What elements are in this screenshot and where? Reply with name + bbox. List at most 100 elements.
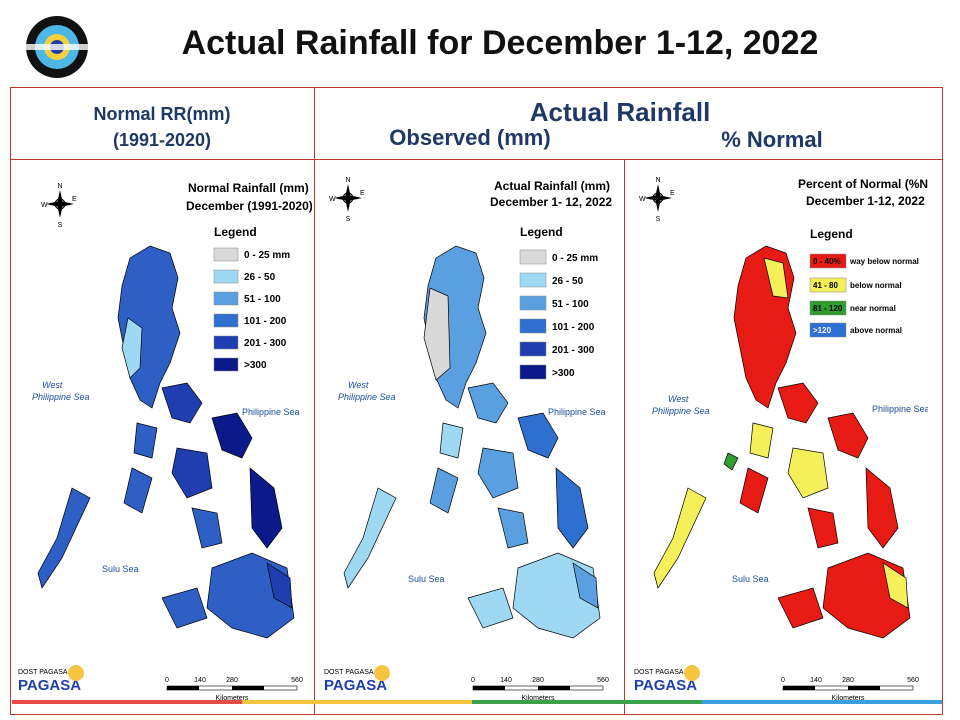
svg-text:Kilometers: Kilometers [831, 695, 865, 702]
svg-text:DOST PAGASA: DOST PAGASA [324, 669, 374, 676]
svg-text:101 - 200: 101 - 200 [244, 316, 287, 327]
svg-text:51 - 100: 51 - 100 [552, 299, 589, 310]
svg-text:560: 560 [597, 677, 609, 684]
svg-text:S: S [346, 216, 351, 223]
philippine-sea-label: Philippine Sea [242, 407, 300, 417]
svg-text:W: W [639, 196, 646, 203]
svg-text:0 - 25 mm: 0 - 25 mm [244, 250, 290, 261]
scale-bar: 0 140 280 560 Kilometers [471, 677, 609, 702]
map-title-2: December 1- 12, 2022 [490, 195, 612, 209]
svg-text:E: E [670, 190, 675, 197]
svg-text:81 - 120: 81 - 120 [813, 304, 843, 313]
svg-text:51 - 100: 51 - 100 [244, 294, 281, 305]
svg-text:140: 140 [500, 677, 512, 684]
svg-text:Philippine Sea: Philippine Sea [872, 404, 928, 414]
svg-text:DOST PAGASA: DOST PAGASA [634, 669, 684, 676]
svg-text:560: 560 [291, 677, 303, 684]
scale-bar: 0 140 280 560 Kilometers [165, 677, 303, 702]
svg-text:201 - 300: 201 - 300 [552, 345, 595, 356]
compass-icon: N S E W [41, 183, 77, 229]
compass-icon: N S E W [329, 177, 365, 223]
svg-text:West: West [348, 380, 369, 390]
map-panel-normal: N S E W Normal Rainfall (mm) December (1… [12, 168, 312, 708]
svg-text:26 - 50: 26 - 50 [552, 276, 584, 287]
svg-text:280: 280 [532, 677, 544, 684]
svg-text:Kilometers: Kilometers [521, 695, 555, 702]
pagasa-logo [24, 14, 90, 80]
pagasa-wordmark: DOST PAGASA PAGASA [634, 665, 700, 694]
compass-w: W [41, 202, 48, 209]
map-title-1: Normal Rainfall (mm) [188, 181, 309, 195]
header-normal-line1: Normal RR(mm) [93, 104, 231, 124]
svg-text:way below normal: way below normal [849, 257, 919, 266]
svg-text:E: E [360, 190, 365, 197]
legend-items: 0 - 25 mm 26 - 50 51 - 100 101 - 200 201… [213, 247, 290, 372]
legend-title: Legend [520, 225, 563, 239]
legend-items: 0 - 40% way below normal 41 - 80 below n… [809, 253, 919, 338]
svg-text:DOST PAGASA: DOST PAGASA [18, 669, 68, 676]
map-title-1: Percent of Normal (%N) [798, 177, 928, 191]
svg-text:Sulu Sea: Sulu Sea [732, 574, 769, 584]
svg-text:140: 140 [810, 677, 822, 684]
west-sea-label-1: West [42, 380, 63, 390]
svg-text:0 - 25 mm: 0 - 25 mm [552, 253, 598, 264]
svg-text:West: West [668, 394, 689, 404]
svg-text:W: W [329, 196, 336, 203]
compass-e: E [72, 196, 77, 203]
svg-text:>120: >120 [813, 326, 832, 335]
svg-text:PAGASA: PAGASA [18, 677, 81, 694]
content-frame [10, 87, 943, 715]
map-title-1: Actual Rainfall (mm) [494, 179, 610, 193]
svg-text:PAGASA: PAGASA [634, 677, 697, 694]
legend-title: Legend [810, 227, 853, 241]
header-normal-line2: (1991-2020) [112, 130, 212, 150]
svg-text:0: 0 [471, 677, 475, 684]
pagasa-wordmark: DOST PAGASA PAGASA [324, 665, 390, 694]
page-title: Actual Rainfall for December 1-12, 2022 [181, 24, 819, 62]
svg-text:0: 0 [165, 677, 169, 684]
map-panel-percent-normal: N S E W Percent of Normal (%N) December … [628, 168, 928, 708]
svg-text:PAGASA: PAGASA [324, 677, 387, 694]
footer-bar-green [472, 700, 702, 704]
column-divider-1 [314, 87, 315, 715]
svg-text:560: 560 [907, 677, 919, 684]
svg-text:Philippine Sea: Philippine Sea [548, 407, 606, 417]
map-panel-observed: N S E W Actual Rainfall (mm) December 1-… [318, 168, 618, 708]
compass-n: N [57, 183, 62, 190]
svg-text:>300: >300 [552, 368, 575, 379]
svg-text:0: 0 [781, 677, 785, 684]
legend-items: 0 - 25 mm 26 - 50 51 - 100 101 - 200 201… [519, 249, 598, 380]
svg-text:above normal: above normal [850, 326, 902, 335]
svg-text:S: S [656, 216, 661, 223]
header-divider [10, 159, 943, 160]
map-title-2: December (1991-2020) [186, 199, 312, 213]
svg-text:26 - 50: 26 - 50 [244, 272, 276, 283]
sulu-sea-label: Sulu Sea [102, 564, 139, 574]
svg-text:N: N [345, 177, 350, 184]
svg-text:201 - 300: 201 - 300 [244, 338, 287, 349]
philippines-map [343, 245, 601, 639]
svg-text:below normal: below normal [850, 281, 902, 290]
svg-text:0 - 40%: 0 - 40% [813, 257, 841, 266]
compass-s: S [58, 222, 63, 229]
philippines-map [653, 245, 911, 639]
map-title-2: December 1-12, 2022 [806, 194, 925, 208]
svg-text:280: 280 [226, 677, 238, 684]
svg-text:Philippine Sea: Philippine Sea [652, 406, 710, 416]
west-sea-label-2: Philippine Sea [32, 392, 90, 402]
svg-text:Philippine Sea: Philippine Sea [338, 392, 396, 402]
philippines-map [37, 245, 295, 639]
svg-text:near normal: near normal [850, 304, 896, 313]
svg-text:101 - 200: 101 - 200 [552, 322, 595, 333]
pagasa-wordmark: DOST PAGASA PAGASA [18, 665, 84, 694]
header-observed: Observed (mm) [389, 125, 551, 150]
svg-text:Sulu Sea: Sulu Sea [408, 574, 445, 584]
footer-bar-red [12, 700, 242, 704]
svg-text:Kilometers: Kilometers [215, 695, 249, 702]
footer-bar-blue [702, 700, 942, 704]
svg-text:41 - 80: 41 - 80 [813, 281, 838, 290]
svg-text:140: 140 [194, 677, 206, 684]
svg-text:N: N [655, 177, 660, 184]
header-actual-rainfall: Actual Rainfall [529, 97, 711, 127]
svg-text:280: 280 [842, 677, 854, 684]
